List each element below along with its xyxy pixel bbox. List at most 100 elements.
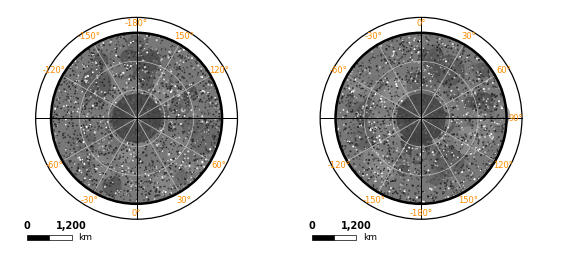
Point: [81, 75, 90, 80]
Point: [403, 65, 412, 70]
Point: [404, 78, 413, 82]
Point: [465, 119, 475, 124]
Point: [151, 121, 160, 126]
Point: [127, 90, 137, 94]
Point: [92, 101, 101, 106]
Point: [93, 50, 102, 54]
Point: [386, 152, 395, 157]
Point: [413, 81, 422, 85]
Point: [479, 162, 488, 166]
Point: [359, 127, 368, 132]
Point: [167, 74, 176, 78]
Point: [178, 115, 187, 119]
Point: [106, 130, 116, 134]
Point: [439, 130, 448, 134]
Point: [146, 187, 155, 191]
Point: [457, 98, 467, 103]
Point: [63, 125, 72, 129]
Point: [454, 124, 463, 128]
Point: [434, 115, 443, 119]
Point: [175, 166, 184, 170]
Point: [188, 74, 197, 79]
Point: [142, 99, 151, 103]
Point: [353, 69, 362, 73]
Point: [387, 146, 396, 151]
Point: [391, 59, 400, 64]
Point: [488, 97, 497, 101]
Point: [148, 159, 157, 164]
Point: [421, 98, 430, 103]
Point: [364, 112, 373, 116]
Point: [63, 87, 72, 92]
Point: [485, 140, 494, 144]
Point: [142, 33, 151, 38]
Point: [415, 131, 424, 135]
Point: [352, 156, 361, 160]
Point: [416, 166, 425, 170]
Point: [419, 80, 428, 84]
Point: [213, 102, 222, 107]
Point: [147, 180, 156, 184]
Point: [109, 55, 118, 59]
Point: [469, 89, 478, 94]
Point: [435, 141, 444, 146]
Circle shape: [110, 102, 141, 133]
Point: [427, 162, 436, 166]
Point: [193, 104, 203, 109]
Point: [500, 122, 509, 127]
Point: [62, 151, 71, 155]
Point: [425, 173, 434, 178]
Point: [175, 53, 184, 58]
Point: [126, 152, 135, 156]
Point: [133, 154, 142, 159]
Point: [149, 142, 158, 147]
Point: [92, 61, 101, 66]
Point: [71, 129, 80, 133]
Point: [480, 99, 489, 104]
Point: [135, 185, 145, 189]
Point: [124, 136, 133, 140]
Point: [137, 192, 146, 196]
Point: [359, 118, 368, 123]
Point: [126, 66, 135, 71]
Point: [172, 149, 181, 153]
Point: [370, 120, 379, 124]
Point: [459, 85, 468, 89]
Point: [390, 162, 399, 166]
Point: [101, 178, 110, 183]
Point: [99, 115, 108, 120]
Point: [86, 45, 95, 50]
Point: [184, 126, 193, 130]
Point: [90, 138, 99, 143]
Point: [481, 103, 490, 107]
Point: [201, 130, 211, 134]
Point: [189, 162, 199, 166]
Point: [350, 79, 359, 84]
Point: [77, 140, 86, 144]
Point: [172, 162, 181, 166]
Point: [126, 73, 135, 78]
Point: [459, 135, 468, 140]
Point: [87, 68, 96, 72]
Point: [395, 80, 404, 84]
Point: [391, 76, 400, 81]
Point: [475, 147, 484, 152]
Point: [381, 83, 390, 87]
Point: [136, 125, 145, 129]
Point: [440, 184, 450, 188]
Circle shape: [356, 101, 382, 128]
Text: 0: 0: [308, 221, 315, 231]
Point: [490, 150, 500, 155]
Point: [63, 87, 72, 92]
Point: [64, 166, 73, 171]
Point: [451, 179, 460, 184]
Point: [487, 144, 496, 149]
Point: [441, 195, 450, 200]
Point: [201, 127, 210, 131]
Point: [65, 152, 75, 156]
Point: [481, 112, 490, 117]
Point: [467, 152, 476, 156]
Point: [378, 154, 387, 158]
Point: [115, 104, 124, 108]
Point: [209, 145, 218, 150]
